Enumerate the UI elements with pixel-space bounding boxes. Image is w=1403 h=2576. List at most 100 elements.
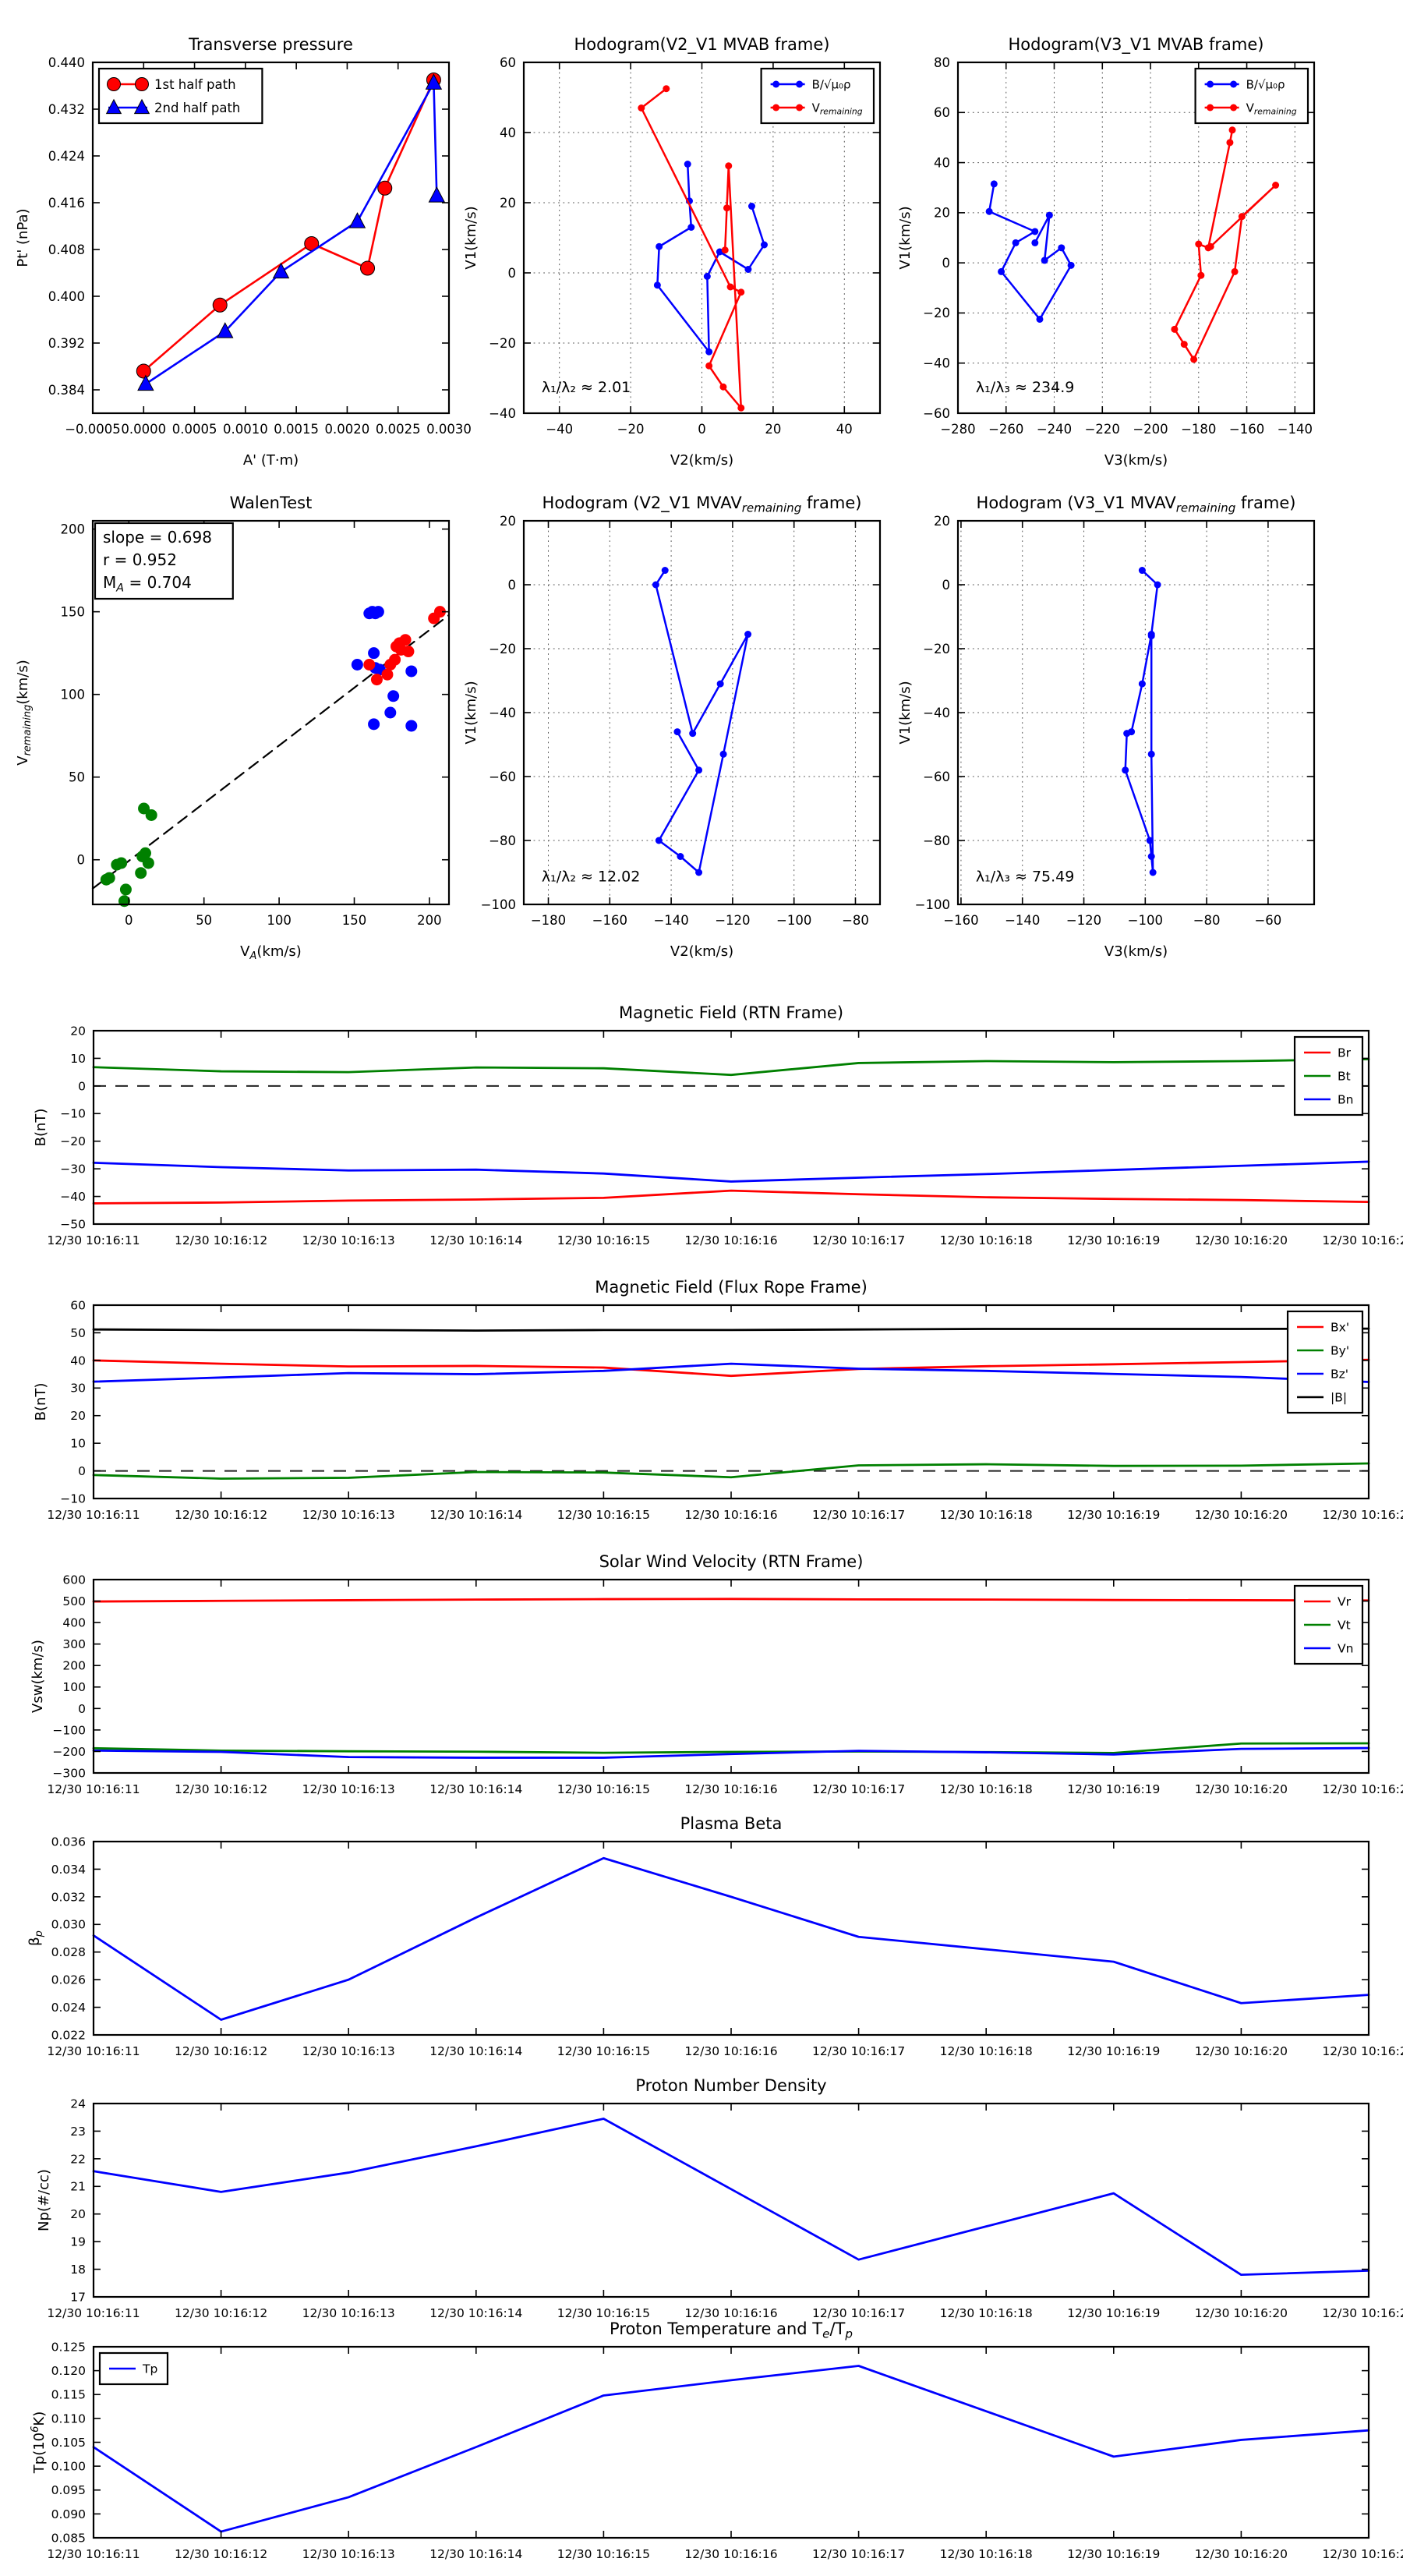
marker-point <box>744 266 752 273</box>
y-tick-label: 0.120 <box>51 2364 86 2378</box>
marker-point <box>136 363 151 379</box>
marker-point <box>1230 80 1238 88</box>
legend-label: 1st half path <box>154 77 236 92</box>
x-tick-label: −180 <box>531 913 566 928</box>
marker-point <box>363 659 376 671</box>
x-tick-label: 12/30 10:16:20 <box>1195 2044 1288 2058</box>
y-tick-label: −300 <box>52 1766 86 1780</box>
marker-point <box>1195 240 1203 248</box>
marker-point <box>695 869 703 876</box>
x-tick-label: 0 <box>698 422 706 437</box>
marker-point <box>212 297 228 313</box>
legend-label: Tp <box>142 2362 157 2376</box>
marker-point <box>1171 325 1179 333</box>
x-tick-label: 12/30 10:16:18 <box>940 2547 1033 2561</box>
y-tick-label: 600 <box>62 1573 86 1587</box>
marker-point <box>663 85 670 93</box>
y-tick-label: 0.416 <box>48 196 85 211</box>
marker-point <box>1238 213 1246 221</box>
x-tick-label: −80 <box>842 913 869 928</box>
legend-label: Vn <box>1338 1641 1353 1655</box>
x-tick-label: 200 <box>417 913 442 928</box>
x-tick-label: 12/30 10:16:18 <box>940 1782 1033 1796</box>
x-tick-label: 12/30 10:16:12 <box>175 1782 267 1796</box>
x-tick-label: 12/30 10:16:18 <box>940 2044 1033 2058</box>
marker-point <box>1031 228 1039 235</box>
y-tick-label: 18 <box>70 2263 86 2277</box>
y-tick-label: 0.400 <box>48 289 85 304</box>
x-tick-label: 12/30 10:16:11 <box>47 1782 140 1796</box>
y-tick-label: 0.085 <box>51 2531 86 2545</box>
x-tick-label: −20 <box>617 422 645 437</box>
axes-frame <box>91 61 451 415</box>
x-tick-label: −200 <box>1133 422 1168 437</box>
axes-frame <box>92 2102 1370 2298</box>
marker-point <box>384 706 397 719</box>
marker-point <box>655 837 663 844</box>
y-tick-label: −80 <box>489 833 516 848</box>
marker-point <box>381 668 394 681</box>
x-tick-label: 0.0020 <box>325 422 370 437</box>
x-tick-label: 12/30 10:16:12 <box>175 2306 267 2320</box>
y-tick-label: 50 <box>69 770 85 784</box>
x-tick-label: 12/30 10:16:16 <box>684 1508 777 1522</box>
x-tick-label: 12/30 10:16:17 <box>812 2044 905 2058</box>
marker-point <box>1207 242 1214 250</box>
x-tick-label: 12/30 10:16:13 <box>302 1782 395 1796</box>
marker-point <box>107 77 121 91</box>
y-axis-label: V1(km/s) <box>463 681 479 744</box>
series-Bx-prime <box>92 1358 1370 1378</box>
series-Np <box>92 2118 1370 2277</box>
marker-triangle <box>272 262 290 279</box>
marker-point <box>760 241 768 249</box>
marker-point <box>145 809 157 821</box>
x-tick-label: 12/30 10:16:12 <box>175 1508 267 1522</box>
x-tick-label: 12/30 10:16:21 <box>1322 1782 1403 1796</box>
x-tick-label: −40 <box>546 422 573 437</box>
marker-point <box>705 348 713 356</box>
chart-title: Hodogram(V3_V1 MVAB frame) <box>1009 35 1264 55</box>
axes-frame <box>92 1304 1370 1500</box>
y-tick-label: 0 <box>78 1464 86 1478</box>
y-axis-label: βp <box>27 1930 45 1946</box>
marker-point <box>387 690 400 702</box>
marker-point <box>1190 356 1198 363</box>
x-tick-label: 12/30 10:16:11 <box>47 1233 140 1247</box>
series-B-magnitude <box>92 1327 1370 1332</box>
y-tick-label: −60 <box>923 406 950 421</box>
x-tick-label: 12/30 10:16:20 <box>1195 1233 1288 1247</box>
x-axis-label: V2(km/s) <box>670 943 733 960</box>
chart-hodogram-v2v1-mvab: −40 −20 0 20 40 −40 −20 0 20 40 60 Hodogram(V2_V1 M… <box>463 35 882 469</box>
x-tick-label: 150 <box>342 913 367 928</box>
chart-title: Proton Temperature and Te/Tp <box>610 2319 853 2341</box>
marker-point <box>998 267 1005 275</box>
y-tick-label: 0.105 <box>51 2436 86 2450</box>
x-tick-label: −160 <box>1229 422 1264 437</box>
series-Br <box>92 1189 1370 1205</box>
x-tick-label: −280 <box>940 422 975 437</box>
x-tick-label: 12/30 10:16:19 <box>1067 1233 1160 1247</box>
x-tick-label: −80 <box>1193 913 1221 928</box>
y-tick-label: −40 <box>60 1190 86 1204</box>
x-tick-label: −140 <box>653 913 688 928</box>
x-tick-label: 12/30 10:16:19 <box>1067 2306 1160 2320</box>
chart-title: Magnetic Field (RTN Frame) <box>619 1003 843 1022</box>
x-tick-label: 20 <box>765 422 781 437</box>
series-B-hodogram <box>656 163 765 353</box>
marker-point <box>1226 139 1234 147</box>
y-tick-label: 200 <box>61 522 86 536</box>
marker-point <box>1147 853 1155 860</box>
marker-point <box>135 77 149 91</box>
y-tick-label: 200 <box>62 1659 86 1673</box>
marker-point <box>1149 869 1157 876</box>
y-tick-label: 20 <box>934 514 950 529</box>
x-tick-label: −120 <box>715 913 750 928</box>
y-tick-label: 0.032 <box>51 1890 86 1904</box>
y-tick-label: 10 <box>70 1437 86 1451</box>
x-tick-label: 12/30 10:16:21 <box>1322 2547 1403 2561</box>
marker-point <box>990 180 998 188</box>
marker-point <box>1197 271 1205 279</box>
x-tick-label: 12/30 10:16:13 <box>302 1508 395 1522</box>
chart-title: Solar Wind Velocity (RTN Frame) <box>599 1552 864 1571</box>
x-tick-label: −160 <box>592 913 627 928</box>
